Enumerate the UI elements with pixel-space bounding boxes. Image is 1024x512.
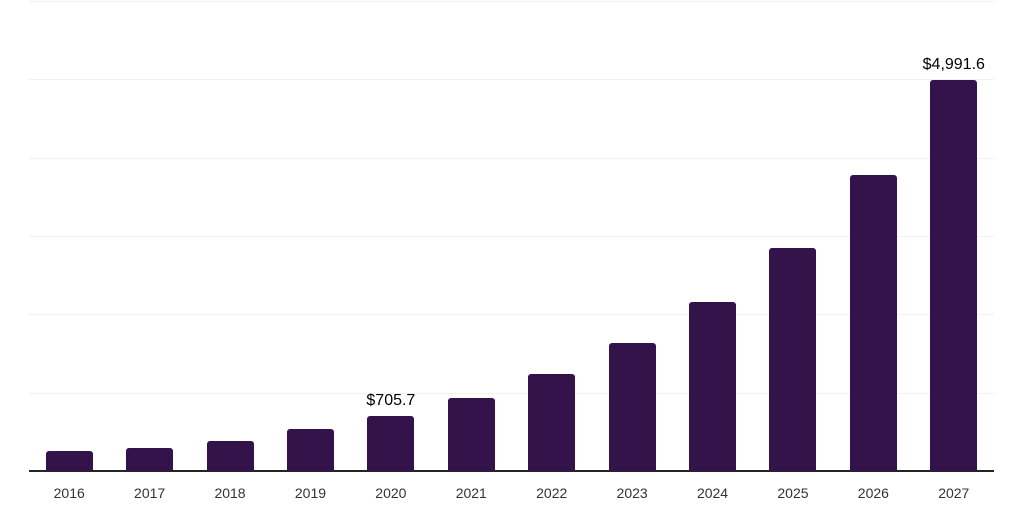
bar-2024 bbox=[689, 302, 737, 471]
x-tick-label-2024: 2024 bbox=[696, 485, 729, 501]
gridline-1000 bbox=[29, 392, 994, 394]
x-tick-label-2026: 2026 bbox=[857, 485, 889, 501]
bar-2027 bbox=[930, 80, 978, 471]
data-label-2020: $705.7 bbox=[366, 391, 416, 409]
x-axis-line bbox=[29, 470, 994, 472]
data-label-2027: $4,991.6 bbox=[922, 56, 985, 73]
bar-2020 bbox=[367, 415, 415, 471]
bar-2022 bbox=[528, 374, 576, 471]
gridline-2000 bbox=[29, 314, 994, 316]
x-tick-label-2022: 2022 bbox=[536, 485, 568, 501]
x-tick-label-2019: 2019 bbox=[294, 485, 327, 501]
x-tick-label-2016: 2016 bbox=[53, 485, 85, 501]
bar-2023 bbox=[608, 343, 656, 471]
x-axis-tick-labels: 2016 2017 2018 2019 2020 2021 2022 2023 2024 2025… bbox=[29, 483, 994, 503]
bar-2021 bbox=[447, 397, 495, 471]
bar-2026 bbox=[849, 175, 897, 471]
x-tick-label-2023: 2023 bbox=[616, 485, 648, 501]
x-tick-label-2021: 2021 bbox=[455, 485, 487, 501]
x-tick-label-2018: 2018 bbox=[214, 485, 246, 501]
bar-2017 bbox=[126, 447, 174, 471]
gridline-3000 bbox=[29, 236, 994, 237]
bar-2016 bbox=[45, 451, 93, 471]
gridline-5000 bbox=[29, 79, 994, 81]
bar-2018 bbox=[206, 440, 254, 471]
x-tick-label-2020: 2020 bbox=[375, 485, 407, 501]
plot-area: $705.7 $4,991.6 bbox=[29, 1, 994, 472]
x-tick-label-2027: 2027 bbox=[938, 485, 970, 501]
bar-2025 bbox=[769, 247, 817, 471]
bar-2019 bbox=[286, 429, 334, 471]
gridline-6000 bbox=[29, 1, 994, 2]
gridline-4000 bbox=[29, 157, 994, 159]
x-tick-label-2017: 2017 bbox=[134, 485, 166, 501]
x-tick-label-2025: 2025 bbox=[777, 485, 809, 501]
